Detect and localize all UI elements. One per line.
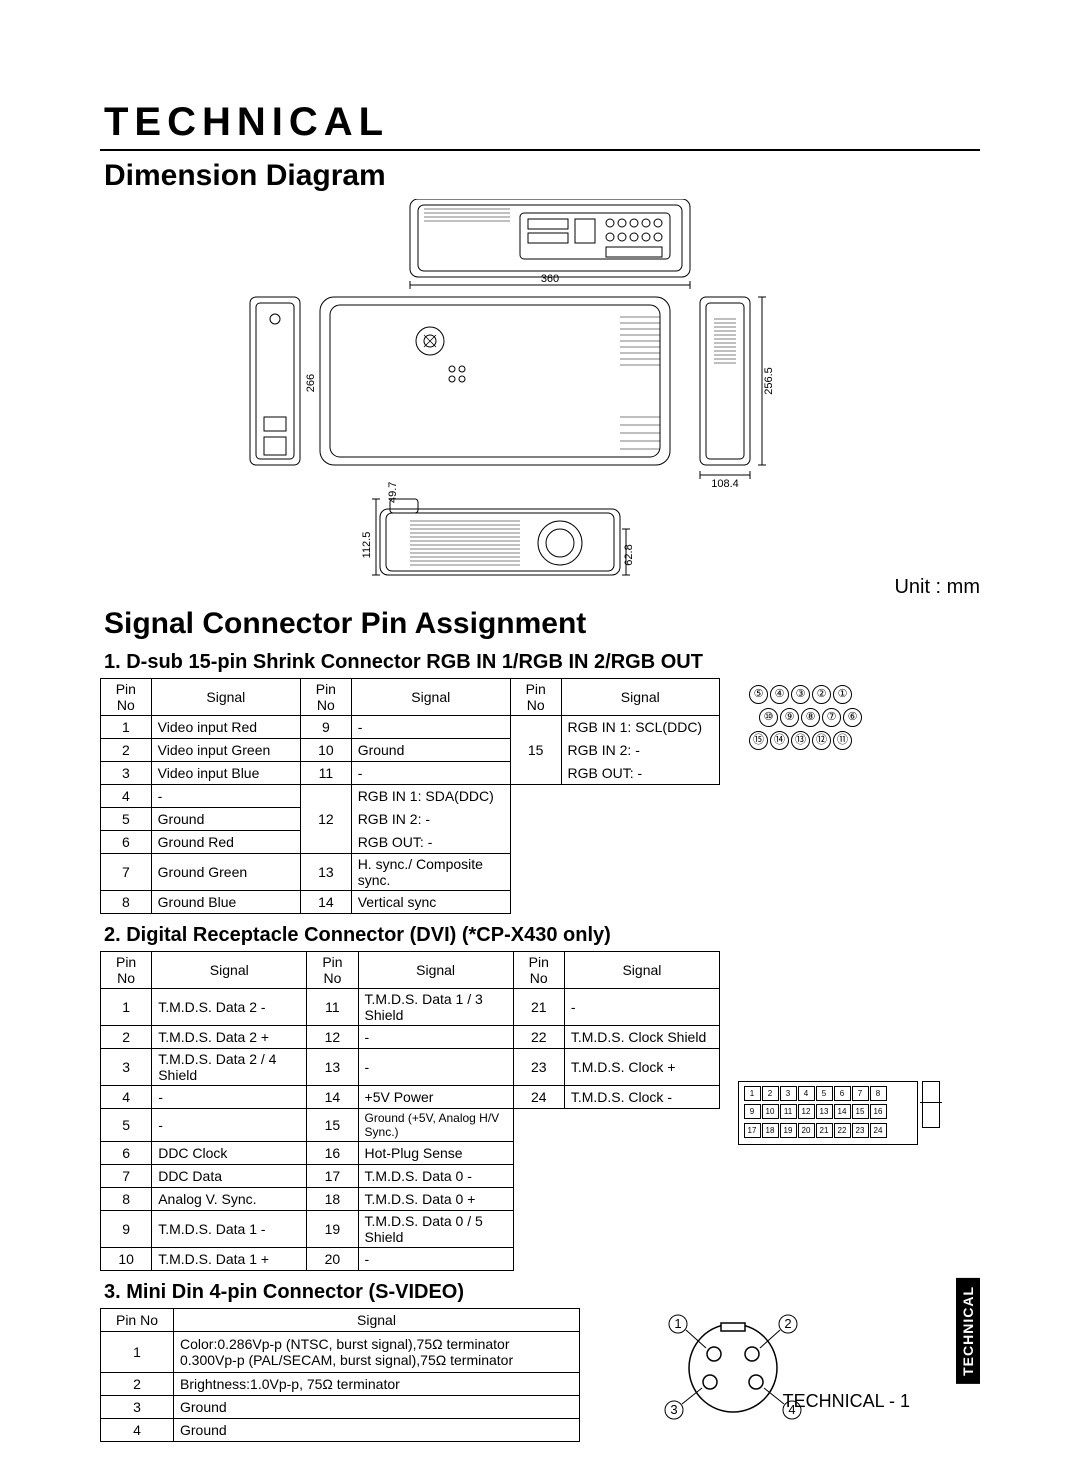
svg-text:256.5: 256.5 <box>763 367 775 395</box>
title-rule <box>100 149 980 151</box>
unit-label: Unit : mm <box>894 576 980 599</box>
dimension-diagram: 360 <box>100 199 980 599</box>
dvi-table: Pin NoSignal Pin NoSignal Pin NoSignal 1… <box>100 951 720 1271</box>
svg-text:108.4: 108.4 <box>711 478 739 490</box>
svideo-diagram: 1 2 3 4 <box>598 1308 808 1428</box>
svg-text:2: 2 <box>784 1316 791 1331</box>
side-tab: TECHNICAL <box>956 1278 980 1384</box>
section-dimension: Dimension Diagram <box>104 159 980 193</box>
svg-text:3: 3 <box>670 1402 677 1417</box>
svg-text:266: 266 <box>305 374 317 392</box>
svideo-title: 3. Mini Din 4-pin Connector (S-VIDEO) <box>104 1281 980 1304</box>
page-footer: TECHNICAL - 1 <box>783 1391 910 1412</box>
svg-text:62.8: 62.8 <box>623 544 635 565</box>
dsub-diagram: ⑤④③②① ⑩⑨⑧⑦⑥ ⑮⑭⑬⑫⑪ <box>738 678 863 753</box>
svg-text:49.7: 49.7 <box>387 482 399 503</box>
dvi-title: 2. Digital Receptacle Connector (DVI) (*… <box>104 924 980 947</box>
svg-text:1: 1 <box>674 1316 681 1331</box>
dsub-table: Pin NoSignal Pin NoSignal Pin NoSignal 1… <box>100 678 720 914</box>
svg-text:112.5: 112.5 <box>361 532 373 559</box>
svg-text:360: 360 <box>541 273 559 285</box>
svideo-table: Pin NoSignal 1Color:0.286Vp-p (NTSC, bur… <box>100 1308 580 1442</box>
section-signal: Signal Connector Pin Assignment <box>104 607 980 641</box>
page-title: TECHNICAL <box>104 100 980 145</box>
dvi-diagram: 12345678 910111213141516 171819202122232… <box>738 951 940 1145</box>
dsub-title: 1. D-sub 15-pin Shrink Connector RGB IN … <box>104 651 980 674</box>
